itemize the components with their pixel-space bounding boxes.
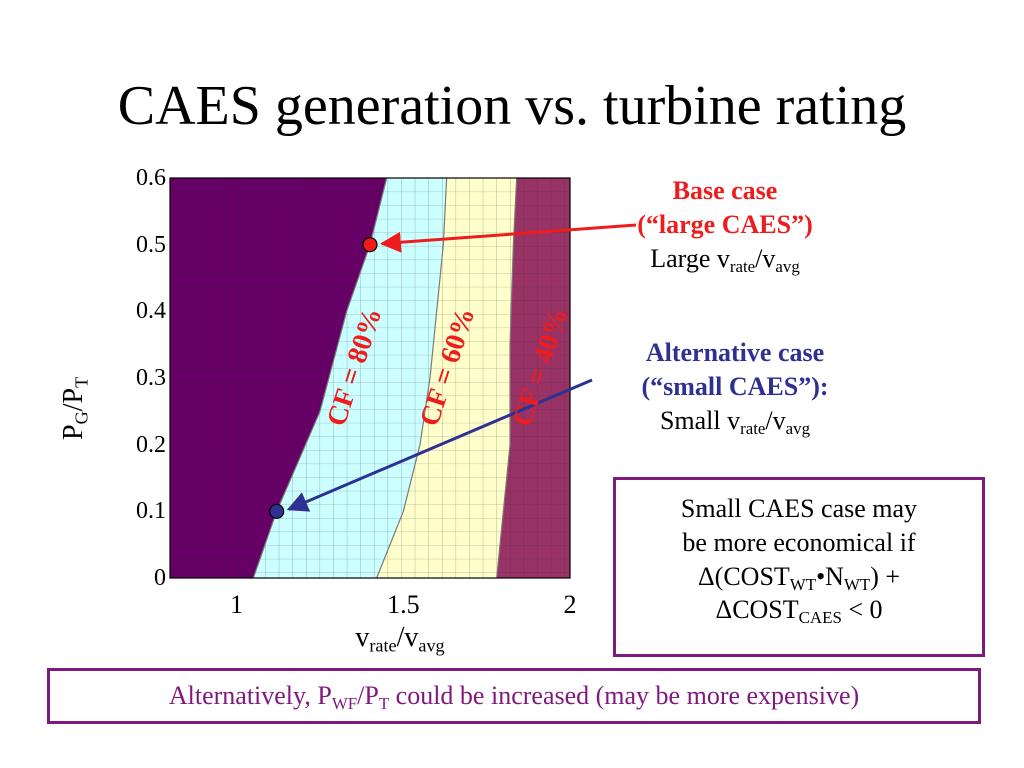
y-tick-label: 0.4	[136, 298, 166, 325]
contour-line-1	[252, 177, 388, 579]
alt-case-point	[269, 503, 285, 519]
x-tick-label: 1	[230, 590, 244, 619]
alt-case-annotation: Alternative case (“small CAES”): Small v…	[590, 336, 880, 437]
contour-line-2	[376, 177, 448, 579]
y-tick-label: 0.3	[136, 365, 166, 391]
econ-line-2: be more economical if	[682, 527, 916, 557]
base-case-subtitle: (“large CAES”)	[637, 209, 813, 239]
base-case-desc: Large vrate/vavg	[650, 243, 800, 276]
y-axis-label: PG/PT	[58, 376, 92, 440]
econ-line-1: Small CAES case may	[680, 494, 918, 523]
y-tick-label: 0	[154, 565, 166, 591]
x-tick-label: 2	[563, 590, 577, 619]
plot-frame	[169, 177, 571, 579]
slide-title: CAES generation vs. turbine rating	[117, 75, 907, 137]
x-axis-label: vrate/vavg	[355, 622, 445, 656]
y-tick-label: 0.1	[136, 498, 166, 525]
base-case-title: Base case	[672, 176, 778, 205]
base-case-annotation: Base case (“large CAES”) Large vrate/vav…	[590, 174, 860, 275]
alt-case-subtitle: (“small CAES”):	[641, 371, 829, 401]
alt-case-title: Alternative case	[645, 338, 825, 367]
bottom-note-box: Alternatively, PWF/PT could be increased…	[47, 668, 981, 724]
y-tick-label: 0.5	[136, 231, 166, 258]
y-tick-label: 0.6	[136, 165, 166, 191]
base-case-arrow	[379, 223, 637, 253]
base-case-point	[362, 237, 378, 253]
alt-case-arrow	[286, 378, 593, 512]
econ-line-3: Δ(COSTWT•NWT) +	[697, 561, 901, 594]
y-tick-label: 0.2	[136, 431, 166, 458]
x-tick-label: 1.5	[387, 590, 420, 619]
alt-case-desc: Small vrate/vavg	[659, 405, 811, 438]
economics-note-box: Small CAES case may be more economical i…	[613, 477, 985, 657]
y-axis-label-box: PG/PT	[58, 330, 118, 440]
econ-line-4: ΔCOSTCAES < 0	[715, 595, 883, 628]
